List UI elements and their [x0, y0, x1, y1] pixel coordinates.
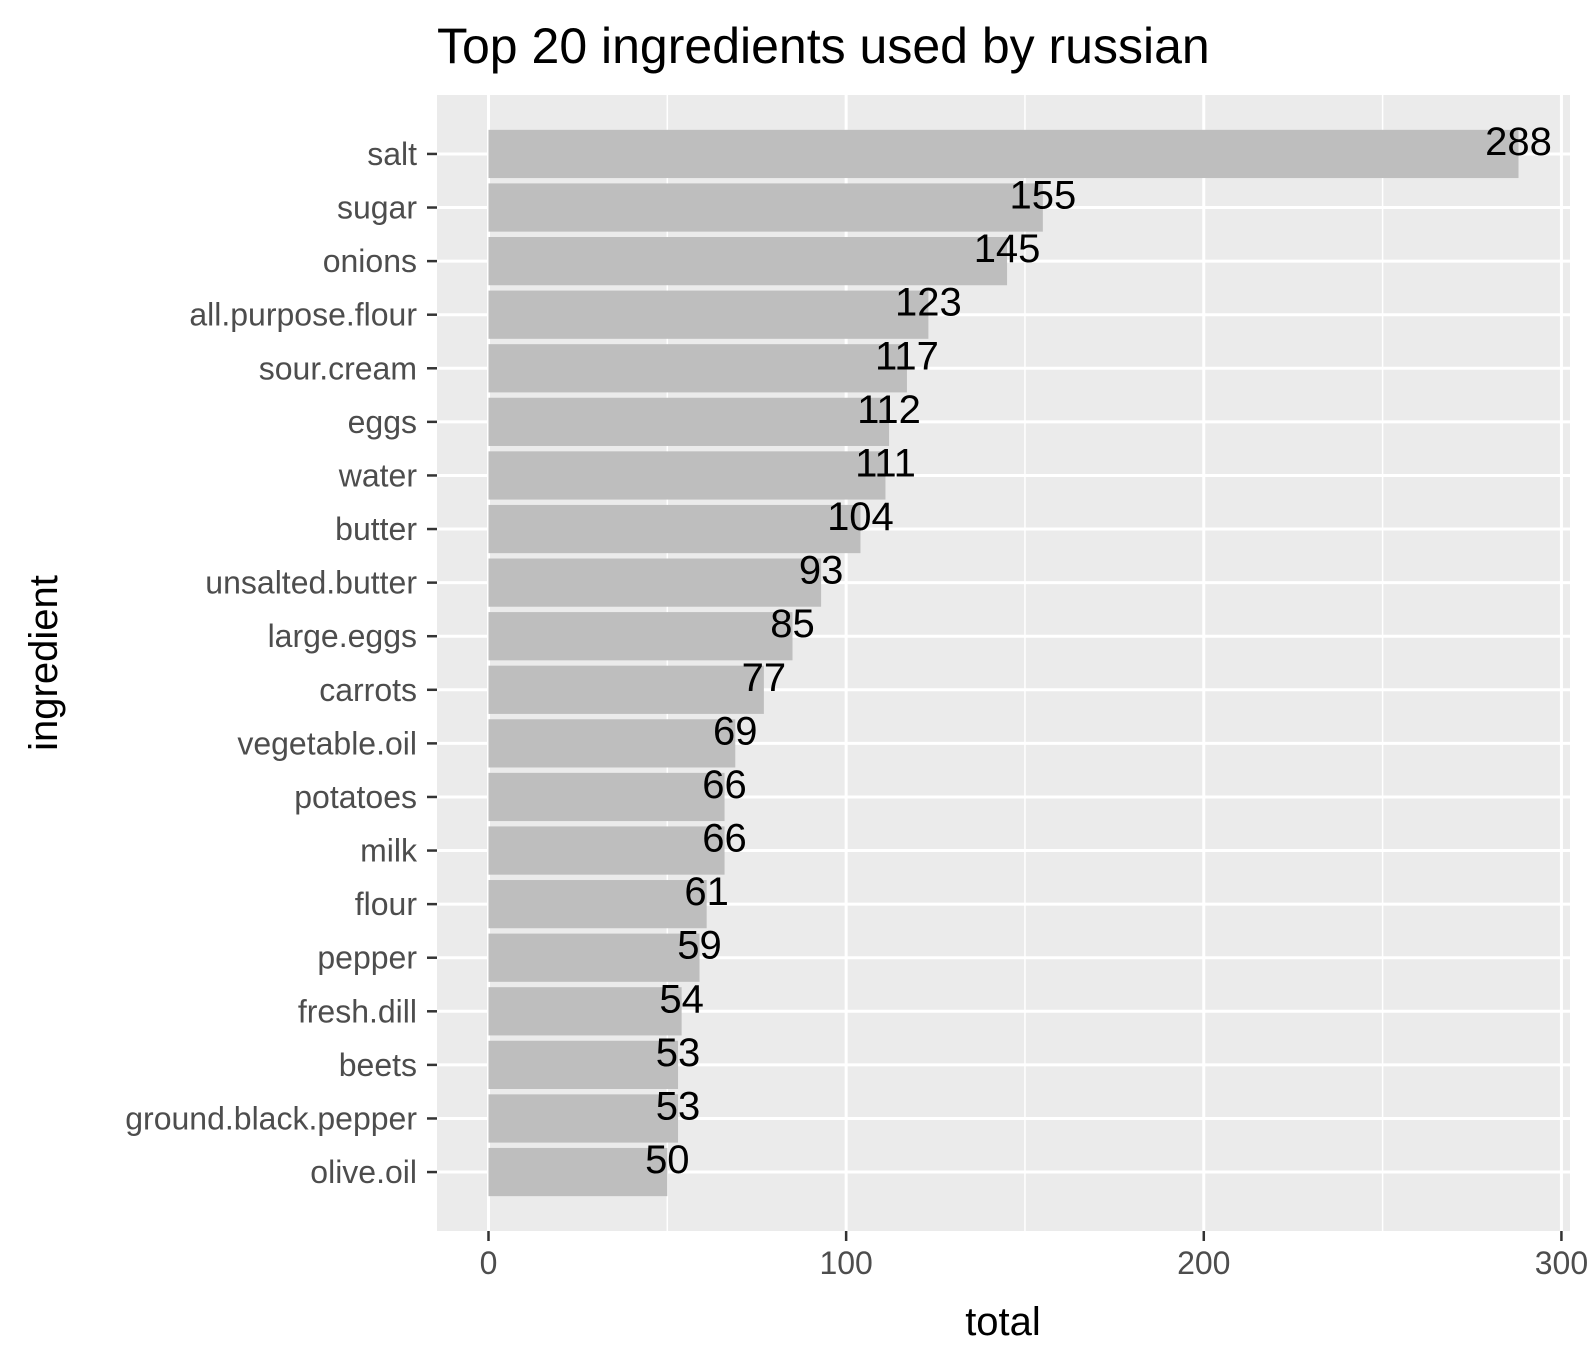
- bar-fresh.dill: [488, 987, 682, 1036]
- data-label-fresh.dill: 54: [659, 977, 704, 1021]
- bar-butter: [488, 504, 861, 554]
- data-label-carrots: 77: [742, 656, 787, 700]
- y-tick-label-fresh.dill: fresh.dill: [298, 993, 417, 1029]
- data-label-sour.cream: 117: [875, 334, 939, 378]
- x-tick-label: 100: [819, 1245, 872, 1281]
- bar-sugar: [488, 183, 1043, 232]
- bar-all.purpose.flour: [488, 290, 929, 339]
- bar-carrots: [488, 665, 764, 714]
- y-tick-label-flour: flour: [355, 886, 418, 922]
- y-axis-title: ingredient: [22, 575, 66, 751]
- y-tick-label-unsalted.butter: unsalted.butter: [205, 565, 417, 601]
- x-axis-title: total: [965, 1300, 1041, 1344]
- data-labels: 288 155 145 123 117 112 111 104 93 85 77 69 66 66 61 59…: [645, 120, 1552, 1182]
- y-tick-label-potatoes: potatoes: [294, 779, 417, 815]
- bar-pepper: [488, 933, 700, 982]
- y-tick-label-sour.cream: sour.cream: [259, 350, 417, 386]
- data-label-beets: 53: [656, 1031, 701, 1075]
- y-axis: salt sugar onions all.purpose.flour sour.cre…: [125, 136, 437, 1190]
- x-tick-label: 200: [1177, 1245, 1230, 1281]
- bar-vegetable.oil: [488, 719, 736, 768]
- bar-unsalted.butter: [488, 558, 822, 607]
- y-tick-label-pepper: pepper: [317, 940, 417, 976]
- y-tick-label-ground.black.pepper: ground.black.pepper: [125, 1100, 417, 1136]
- y-tick-label-sugar: sugar: [337, 190, 417, 226]
- bars: [488, 129, 1519, 1197]
- data-label-onions: 145: [974, 227, 1041, 271]
- bar-beets: [488, 1040, 679, 1089]
- bar-olive.oil: [488, 1147, 668, 1197]
- data-label-unsalted.butter: 93: [799, 549, 844, 593]
- bar-ground.black.pepper: [488, 1094, 679, 1143]
- y-tick-label-eggs: eggs: [348, 404, 417, 440]
- data-label-milk: 66: [702, 817, 747, 861]
- data-label-vegetable.oil: 69: [713, 709, 758, 753]
- bar-large.eggs: [488, 612, 793, 661]
- y-tick-label-onions: onions: [323, 243, 417, 279]
- bar-eggs: [488, 397, 890, 446]
- bar-sour.cream: [488, 344, 907, 393]
- y-tick-label-water: water: [338, 457, 418, 493]
- x-axis: 0 100 200 300: [480, 1231, 1588, 1281]
- bar-milk: [488, 826, 725, 875]
- data-label-eggs: 112: [857, 388, 921, 432]
- data-label-ground.black.pepper: 53: [656, 1084, 701, 1128]
- chart-title: Top 20 ingredients used by russian: [437, 18, 1210, 74]
- data-label-potatoes: 66: [702, 763, 747, 807]
- y-tick-label-large.eggs: large.eggs: [268, 618, 417, 654]
- y-tick-label-beets: beets: [339, 1047, 417, 1083]
- y-tick-label-all.purpose.flour: all.purpose.flour: [189, 297, 417, 333]
- x-tick-label: 0: [480, 1245, 498, 1281]
- bar-water: [488, 451, 886, 500]
- data-label-all.purpose.flour: 123: [895, 281, 962, 325]
- bar-salt: [488, 129, 1519, 179]
- data-label-salt: 288: [1485, 120, 1552, 164]
- data-label-water: 111: [855, 441, 916, 485]
- data-label-butter: 104: [827, 495, 894, 539]
- y-tick-label-carrots: carrots: [319, 672, 417, 708]
- y-tick-label-vegetable.oil: vegetable.oil: [237, 725, 417, 761]
- data-label-sugar: 155: [1009, 174, 1076, 218]
- bar-potatoes: [488, 772, 725, 822]
- x-tick-label: 300: [1535, 1245, 1588, 1281]
- y-tick-label-butter: butter: [335, 511, 417, 547]
- bar-onions: [488, 237, 1008, 286]
- y-tick-label-olive.oil: olive.oil: [310, 1154, 417, 1190]
- data-label-large.eggs: 85: [770, 602, 815, 646]
- data-label-pepper: 59: [677, 924, 722, 968]
- y-tick-label-salt: salt: [367, 136, 417, 172]
- data-label-olive.oil: 50: [645, 1138, 690, 1182]
- y-tick-label-milk: milk: [360, 833, 418, 869]
- data-label-flour: 61: [684, 870, 729, 914]
- bar-flour: [488, 880, 707, 929]
